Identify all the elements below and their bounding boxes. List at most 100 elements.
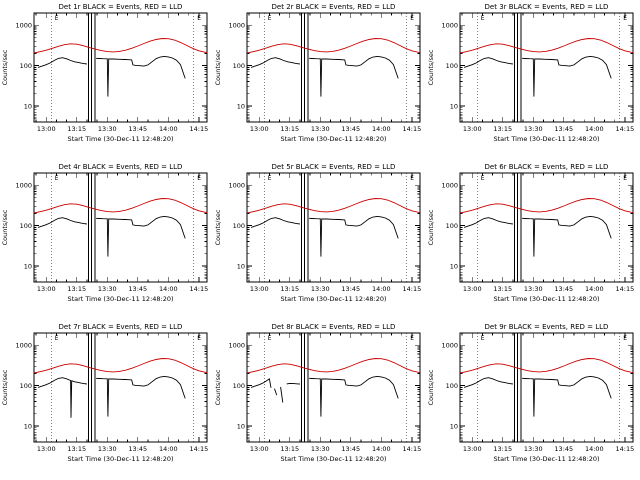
svg-text:13:45: 13:45: [554, 125, 573, 133]
svg-text:1000: 1000: [441, 342, 458, 350]
svg-text:13:45: 13:45: [128, 445, 147, 453]
svg-text:13:45: 13:45: [554, 285, 573, 293]
svg-text:1000: 1000: [15, 182, 32, 190]
svg-text:1000: 1000: [15, 22, 32, 30]
svg-text:E: E: [197, 175, 201, 182]
svg-text:Counts/sec: Counts/sec: [427, 369, 435, 405]
svg-text:13:45: 13:45: [554, 445, 573, 453]
svg-text:13:45: 13:45: [341, 125, 360, 133]
svg-text:100: 100: [233, 382, 245, 390]
svg-text:100: 100: [446, 62, 458, 70]
svg-text:14:15: 14:15: [615, 445, 634, 453]
svg-text:Det 4r BLACK = Events, RED = L: Det 4r BLACK = Events, RED = LLD: [59, 163, 183, 171]
svg-text:14:15: 14:15: [189, 285, 208, 293]
svg-text:13:45: 13:45: [128, 285, 147, 293]
svg-text:E: E: [481, 175, 485, 182]
svg-text:14:00: 14:00: [372, 285, 391, 293]
detector-plot-9: 13:00 13:15 13:30 13:45 14:00 14:15 10 100 1000 E…: [427, 323, 634, 463]
svg-text:10: 10: [450, 102, 458, 110]
svg-text:Start Time (30-Dec-11 12:48:20: Start Time (30-Dec-11 12:48:20): [67, 455, 173, 463]
svg-text:13:15: 13:15: [280, 125, 299, 133]
detector-panel-7: 13:00 13:15 13:30 13:45 14:00 14:15 10 100 1000 E…: [0, 320, 213, 480]
svg-text:1000: 1000: [441, 22, 458, 30]
detector-panel-2: 13:00 13:15 13:30 13:45 14:00 14:15 10 100 1000 E…: [213, 0, 426, 160]
svg-text:1000: 1000: [441, 182, 458, 190]
svg-text:13:15: 13:15: [493, 285, 512, 293]
svg-text:Counts/sec: Counts/sec: [214, 369, 222, 405]
detector-panel-1: 13:00 13:15 13:30 13:45 14:00 14:15 10 100 1000 E…: [0, 0, 213, 160]
svg-text:Counts/sec: Counts/sec: [1, 209, 9, 245]
detector-plot-1: 13:00 13:15 13:30 13:45 14:00 14:15 10 100 1000 E…: [1, 3, 208, 143]
svg-text:13:45: 13:45: [341, 445, 360, 453]
svg-text:14:15: 14:15: [615, 285, 634, 293]
svg-text:100: 100: [446, 222, 458, 230]
svg-text:E: E: [623, 15, 627, 22]
svg-text:100: 100: [20, 62, 32, 70]
svg-text:Counts/sec: Counts/sec: [214, 209, 222, 245]
svg-text:13:45: 13:45: [128, 125, 147, 133]
svg-text:1000: 1000: [228, 342, 245, 350]
svg-text:13:30: 13:30: [524, 125, 543, 133]
svg-text:E: E: [268, 175, 272, 182]
svg-text:E: E: [55, 335, 59, 342]
svg-text:Start Time (30-Dec-11 12:48:20: Start Time (30-Dec-11 12:48:20): [67, 135, 173, 143]
svg-text:Start Time (30-Dec-11 12:48:20: Start Time (30-Dec-11 12:48:20): [280, 295, 386, 303]
svg-text:E: E: [268, 15, 272, 22]
svg-text:100: 100: [20, 382, 32, 390]
detector-plot-8: 13:00 13:15 13:30 13:45 14:00 14:15 10 100 1000 E…: [214, 323, 421, 463]
svg-text:E: E: [268, 335, 272, 342]
svg-text:13:15: 13:15: [280, 285, 299, 293]
detector-plot-6: 13:00 13:15 13:30 13:45 14:00 14:15 10 100 1000 E…: [427, 163, 634, 303]
svg-text:1000: 1000: [15, 342, 32, 350]
svg-text:E: E: [623, 335, 627, 342]
svg-text:13:15: 13:15: [280, 445, 299, 453]
svg-text:Det 7r BLACK = Events, RED = L: Det 7r BLACK = Events, RED = LLD: [59, 323, 183, 331]
svg-text:14:00: 14:00: [585, 445, 604, 453]
svg-text:E: E: [410, 15, 414, 22]
detector-plot-3: 13:00 13:15 13:30 13:45 14:00 14:15 10 100 1000 E…: [427, 3, 634, 143]
svg-text:Counts/sec: Counts/sec: [214, 49, 222, 85]
svg-text:13:30: 13:30: [311, 445, 330, 453]
svg-text:E: E: [55, 175, 59, 182]
svg-text:14:00: 14:00: [159, 285, 178, 293]
svg-text:13:15: 13:15: [67, 285, 86, 293]
svg-text:14:00: 14:00: [372, 125, 391, 133]
detector-plot-4: 13:00 13:15 13:30 13:45 14:00 14:15 10 100 1000 E…: [1, 163, 208, 303]
svg-text:E: E: [55, 15, 59, 22]
detector-plot-7: 13:00 13:15 13:30 13:45 14:00 14:15 10 100 1000 E…: [1, 323, 208, 463]
svg-text:10: 10: [237, 102, 245, 110]
detector-panel-4: 13:00 13:15 13:30 13:45 14:00 14:15 10 100 1000 E…: [0, 160, 213, 320]
svg-text:14:00: 14:00: [372, 445, 391, 453]
detector-panel-3: 13:00 13:15 13:30 13:45 14:00 14:15 10 100 1000 E…: [426, 0, 639, 160]
svg-text:13:00: 13:00: [463, 445, 482, 453]
svg-text:13:15: 13:15: [493, 445, 512, 453]
svg-text:100: 100: [233, 222, 245, 230]
svg-text:Start Time (30-Dec-11 12:48:20: Start Time (30-Dec-11 12:48:20): [280, 455, 386, 463]
svg-text:13:00: 13:00: [463, 285, 482, 293]
svg-text:13:00: 13:00: [37, 445, 56, 453]
svg-text:13:45: 13:45: [341, 285, 360, 293]
svg-text:E: E: [410, 175, 414, 182]
svg-text:14:00: 14:00: [159, 445, 178, 453]
svg-text:13:30: 13:30: [311, 285, 330, 293]
svg-text:E: E: [481, 15, 485, 22]
detector-panel-9: 13:00 13:15 13:30 13:45 14:00 14:15 10 100 1000 E…: [426, 320, 639, 480]
svg-text:13:30: 13:30: [524, 285, 543, 293]
svg-text:Start Time (30-Dec-11 12:48:20: Start Time (30-Dec-11 12:48:20): [493, 295, 599, 303]
svg-text:10: 10: [24, 262, 32, 270]
svg-text:E: E: [481, 335, 485, 342]
svg-text:Det 5r BLACK = Events, RED = L: Det 5r BLACK = Events, RED = LLD: [272, 163, 396, 171]
svg-text:14:00: 14:00: [159, 125, 178, 133]
svg-text:13:30: 13:30: [98, 125, 117, 133]
svg-text:E: E: [623, 175, 627, 182]
svg-text:Counts/sec: Counts/sec: [427, 49, 435, 85]
svg-text:Det 6r BLACK = Events, RED = L: Det 6r BLACK = Events, RED = LLD: [485, 163, 609, 171]
svg-text:Det 2r BLACK = Events, RED = L: Det 2r BLACK = Events, RED = LLD: [272, 3, 396, 11]
svg-text:Det 3r BLACK = Events, RED = L: Det 3r BLACK = Events, RED = LLD: [485, 3, 609, 11]
svg-text:14:00: 14:00: [585, 285, 604, 293]
detector-panel-5: 13:00 13:15 13:30 13:45 14:00 14:15 10 100 1000 E…: [213, 160, 426, 320]
svg-text:13:00: 13:00: [37, 125, 56, 133]
svg-text:Counts/sec: Counts/sec: [427, 209, 435, 245]
svg-text:100: 100: [20, 222, 32, 230]
